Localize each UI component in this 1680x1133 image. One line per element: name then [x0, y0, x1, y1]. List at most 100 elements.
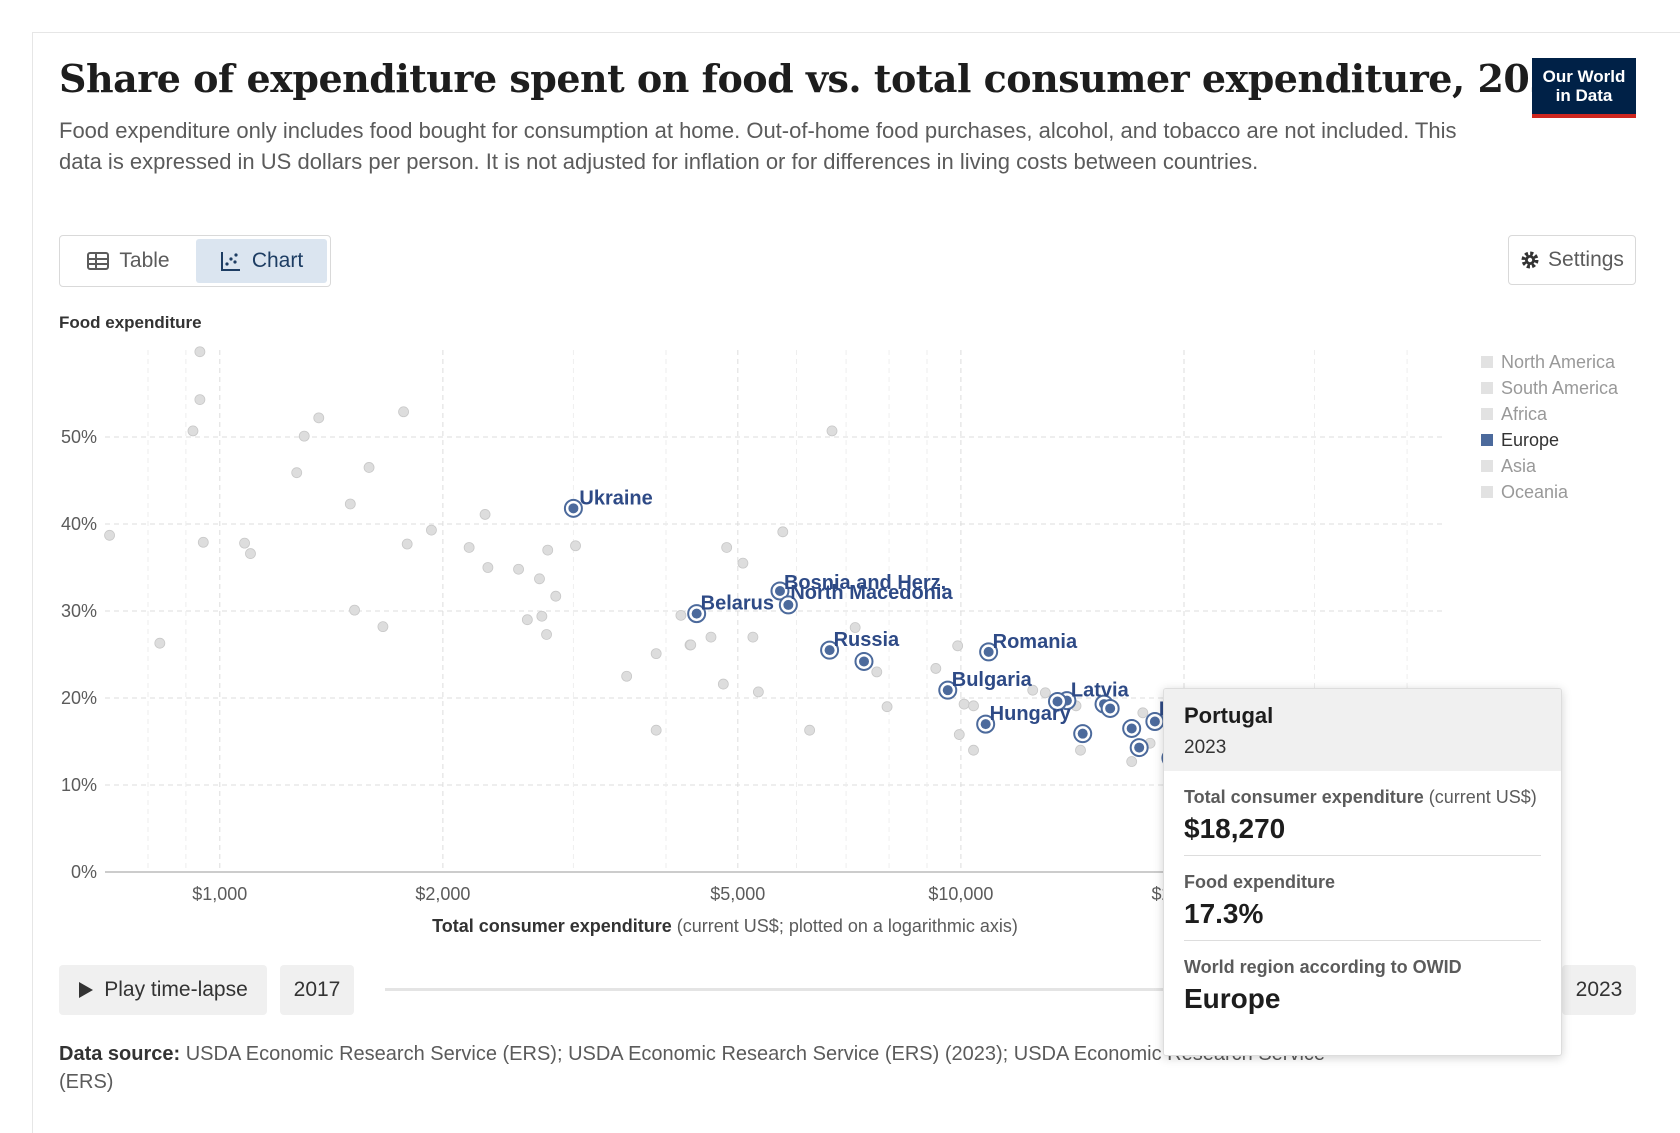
data-point-europe: [942, 685, 953, 696]
data-point-other: [298, 430, 310, 442]
data-point-europe: [1077, 728, 1088, 739]
country-label: Bosnia and Herz.: [784, 572, 946, 594]
data-point-other: [675, 609, 687, 621]
data-point-other: [721, 542, 733, 553]
tab-chart[interactable]: Chart: [196, 239, 327, 283]
data-point-other: [245, 548, 256, 559]
data-point-other: [536, 610, 548, 622]
data-point-other: [479, 509, 491, 520]
tab-table[interactable]: Table: [63, 239, 194, 283]
data-point-europe: [783, 599, 794, 610]
data-point-other: [952, 640, 964, 652]
source-text: USDA Economic Research Service (ERS); US…: [59, 1043, 1326, 1093]
legend-label: Europe: [1501, 430, 1559, 450]
settings-label: Settings: [1548, 248, 1624, 271]
page-title: Share of expenditure spent on food vs. t…: [59, 56, 1582, 101]
x-tick-label: $10,000: [928, 884, 993, 904]
data-point-europe: [1105, 703, 1116, 714]
data-point-other: [570, 540, 581, 552]
data-point-other: [871, 666, 883, 678]
country-label: Hungary: [990, 703, 1072, 725]
y-tick-label: 50%: [61, 427, 97, 447]
data-point-other: [482, 562, 494, 573]
y-axis-title: Food expenditure: [59, 313, 202, 332]
tooltip-section-region: World region according to OWID Europe: [1184, 941, 1541, 1025]
tooltip-metric3-label: World region according to OWID: [1184, 957, 1462, 977]
data-point-other: [521, 614, 533, 626]
tooltip-metric2-value: 17.3%: [1184, 898, 1264, 929]
data-point-europe: [1149, 716, 1160, 727]
data-point-other: [717, 678, 729, 690]
data-point-other: [685, 639, 697, 651]
country-label: Romania: [993, 631, 1078, 653]
country-label: Bulgaria: [952, 669, 1033, 691]
data-point-other: [1039, 687, 1051, 699]
y-tick-label: 30%: [61, 601, 97, 621]
data-point-other: [104, 529, 115, 541]
play-label: Play time-lapse: [104, 978, 248, 1001]
data-point-other: [1027, 684, 1039, 696]
data-point-other: [541, 629, 552, 640]
logo-line1: Our World: [1542, 67, 1626, 86]
data-point-other: [752, 686, 764, 698]
data-point-other: [1075, 744, 1086, 756]
legend-label: Africa: [1501, 404, 1548, 424]
data-point-other: [953, 729, 965, 740]
data-point-other: [777, 526, 789, 538]
end-year-badge[interactable]: 2023: [1562, 965, 1636, 1015]
data-point-other: [349, 604, 360, 616]
data-point-other: [542, 544, 554, 556]
x-axis-title-note: (current US$; plotted on a logarithmic a…: [677, 916, 1018, 936]
country-label: Ukraine: [579, 487, 652, 509]
data-point-other: [968, 700, 979, 712]
data-point-other: [650, 648, 662, 660]
owid-logo[interactable]: Our World in Data: [1532, 58, 1636, 118]
data-point-europe: [858, 656, 869, 667]
y-tick-label: 20%: [61, 688, 97, 708]
tooltip-metric1-label: Total consumer expenditure: [1184, 787, 1424, 807]
data-point-europe: [824, 645, 835, 656]
start-year-badge[interactable]: 2017: [280, 965, 354, 1015]
tooltip-metric1-value: $18,270: [1184, 813, 1286, 844]
play-icon: [79, 982, 94, 998]
country-label: Belarus: [701, 593, 774, 615]
source-label: Data source:: [59, 1043, 181, 1065]
tooltip-year: 2023: [1184, 737, 1227, 758]
x-axis-title-main: Total consumer expenditure: [432, 916, 677, 936]
chart-icon: [220, 252, 240, 271]
y-tick-label: 40%: [61, 514, 97, 534]
data-point-other: [958, 698, 970, 710]
timeline-track[interactable]: [385, 988, 1545, 991]
country-label: Russia: [834, 629, 900, 651]
legend-label: North America: [1501, 352, 1616, 372]
legend-swatch: [1481, 408, 1493, 420]
view-tabs: Table Chart: [59, 235, 331, 287]
data-point-other: [401, 538, 413, 550]
settings-button[interactable]: Settings: [1508, 235, 1636, 285]
data-point-europe: [980, 719, 991, 730]
data-point-other: [363, 462, 375, 473]
data-point-other: [344, 498, 356, 510]
y-tick-label: 0%: [71, 862, 97, 882]
data-point-other: [849, 622, 861, 633]
data-point-other: [463, 542, 475, 553]
tooltip-header: Portugal 2023: [1164, 689, 1561, 771]
x-tick-label: $5,000: [710, 884, 765, 904]
country-label: North Macedonia: [790, 582, 953, 604]
tooltip-country: Portugal: [1184, 703, 1274, 728]
data-point-other: [513, 563, 524, 575]
x-tick-label: $2,000: [415, 884, 470, 904]
data-point-europe: [568, 503, 579, 514]
data-point-other: [930, 663, 942, 674]
hover-tooltip: Portugal 2023 Total consumer expenditure…: [1163, 688, 1562, 1056]
data-point-other: [826, 425, 838, 437]
legend-swatch: [1481, 434, 1493, 446]
play-timelapse-button[interactable]: Play time-lapse: [59, 965, 267, 1015]
tooltip-section-expenditure: Total consumer expenditure (current US$)…: [1184, 771, 1541, 856]
legend-swatch: [1481, 460, 1493, 472]
data-point-other: [534, 573, 545, 585]
data-point-other: [313, 412, 325, 424]
table-icon: [87, 252, 110, 270]
legend-swatch: [1481, 382, 1493, 394]
chart-frame: [32, 32, 1680, 1133]
